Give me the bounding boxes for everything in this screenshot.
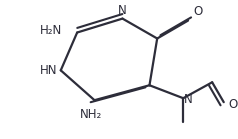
Text: NH₂: NH₂ bbox=[79, 108, 102, 121]
Text: H₂N: H₂N bbox=[40, 24, 62, 37]
Text: N: N bbox=[118, 4, 127, 17]
Text: O: O bbox=[193, 5, 202, 18]
Text: HN: HN bbox=[40, 64, 57, 77]
Text: N: N bbox=[184, 93, 193, 106]
Text: O: O bbox=[228, 98, 238, 111]
